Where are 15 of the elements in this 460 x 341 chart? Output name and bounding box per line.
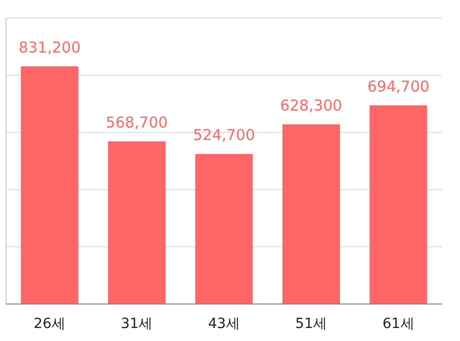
data-label: 568,700 — [106, 113, 168, 132]
x-tick-label: 26세 — [34, 316, 66, 332]
bar — [370, 105, 428, 304]
data-label: 628,300 — [280, 96, 342, 114]
x-tick-label: 51세 — [295, 316, 328, 332]
data-label: 831,200 — [18, 38, 81, 56]
bar — [20, 66, 78, 304]
bar — [108, 141, 166, 304]
bar — [282, 124, 340, 304]
x-tick-label: 31세 — [120, 316, 153, 332]
x-tick-label: 61세 — [382, 316, 414, 332]
data-label: 524,700 — [192, 126, 256, 144]
data-label: 694,700 — [367, 77, 430, 96]
x-tick-label: 43세 — [208, 316, 240, 332]
bar — [195, 154, 253, 304]
